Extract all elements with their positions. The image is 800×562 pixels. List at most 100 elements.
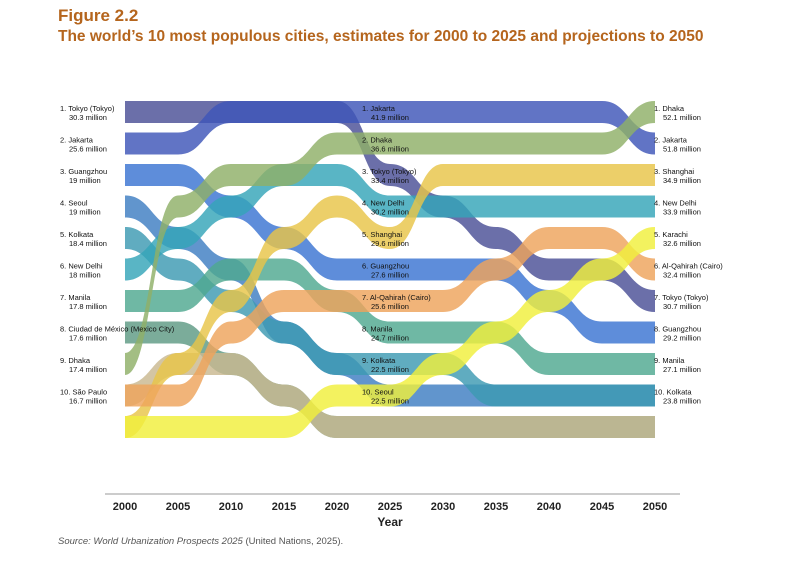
chart-title: The world’s 10 most populous cities, est… (58, 28, 704, 45)
city-rank-label: 8. Guangzhou (654, 325, 701, 334)
x-tick-label: 2015 (272, 501, 296, 513)
label-2025-label: 3. Tokyo (Tokyo)33.4 million (362, 167, 417, 185)
population-value-label: 30.2 million (371, 208, 409, 217)
x-tick-label: 2010 (219, 501, 243, 513)
population-value-label: 17.8 million (69, 302, 107, 311)
city-rank-label: 10. Seoul (362, 388, 394, 397)
band-dhaka (125, 101, 655, 375)
label-2025-label: 7. Al-Qahirah (Cairo)25.6 million (362, 293, 431, 311)
city-rank-label: 6. New Delhi (60, 262, 103, 271)
city-rank-label: 4. Seoul (60, 199, 88, 208)
population-value-label: 32.4 million (663, 271, 701, 280)
city-rank-label: 6. Al-Qahirah (Cairo) (654, 262, 723, 271)
label-2050-label: 7. Tokyo (Tokyo)30.7 million (654, 293, 709, 311)
x-tick-label: 2025 (378, 501, 402, 513)
x-axis-label: Year (377, 515, 403, 529)
label-2000-label: 8. Ciudad de México (Mexico City)17.6 mi… (60, 325, 175, 343)
band-shanghai (125, 164, 655, 438)
city-rank-label: 8. Ciudad de México (Mexico City) (60, 325, 175, 334)
x-tick-label: 2030 (431, 501, 455, 513)
source-rest: (United Nations, 2025). (242, 536, 344, 547)
band-manila (125, 258, 655, 375)
x-tick-label: 2040 (537, 501, 561, 513)
city-rank-label: 2. Jakarta (60, 136, 94, 145)
population-value-label: 52.1 million (663, 113, 701, 122)
population-value-label: 25.6 million (69, 145, 107, 154)
city-rank-label: 1. Dhaka (654, 104, 685, 113)
x-tick-label: 2050 (643, 501, 667, 513)
city-rank-label: 7. Tokyo (Tokyo) (654, 293, 709, 302)
city-rank-label: 4. New Delhi (362, 199, 405, 208)
population-value-label: 29.2 million (663, 334, 701, 343)
city-rank-label: 2. Dhaka (362, 136, 393, 145)
population-value-label: 17.6 million (69, 334, 107, 343)
city-rank-label: 4. New Delhi (654, 199, 697, 208)
city-rank-label: 9. Kolkata (362, 356, 396, 365)
x-tick-label: 2005 (166, 501, 190, 513)
city-rank-label: 3. Guangzhou (60, 167, 107, 176)
population-value-label: 30.3 million (69, 113, 107, 122)
population-value-label: 19 million (69, 208, 101, 217)
source-note: Source: World Urbanization Prospects 202… (58, 536, 343, 547)
city-rank-label: 5. Karachi (654, 230, 688, 239)
city-rank-label: 10. São Paulo (60, 388, 107, 397)
x-tick-label: 2020 (325, 501, 349, 513)
population-value-label: 22.5 million (371, 365, 409, 374)
band-guangzhou (125, 164, 655, 344)
city-rank-label: 8. Manila (362, 325, 393, 334)
population-value-label: 33.9 million (663, 208, 701, 217)
population-value-label: 24.7 million (371, 334, 409, 343)
population-value-label: 34.9 million (663, 176, 701, 185)
city-rank-label: 1. Tokyo (Tokyo) (60, 104, 115, 113)
population-value-label: 17.4 million (69, 365, 107, 374)
figure-number: Figure 2.2 (58, 6, 139, 25)
population-value-label: 22.5 million (371, 397, 409, 406)
population-value-label: 19 million (69, 176, 101, 185)
band-al-qahirah-cairo (125, 227, 655, 407)
city-rank-label: 2. Jakarta (654, 136, 688, 145)
population-value-label: 25.6 million (371, 302, 409, 311)
population-value-label: 27.1 million (663, 365, 701, 374)
label-2000-label: 1. Tokyo (Tokyo)30.3 million (60, 104, 115, 122)
city-rank-label: 3. Tokyo (Tokyo) (362, 167, 417, 176)
population-value-label: 33.4 million (371, 176, 409, 185)
x-tick-label: 2035 (484, 501, 508, 513)
population-value-label: 16.7 million (69, 397, 107, 406)
x-tick-label: 2000 (113, 501, 137, 513)
population-value-label: 29.6 million (371, 239, 409, 248)
population-value-label: 41.9 million (371, 113, 409, 122)
city-rank-label: 7. Al-Qahirah (Cairo) (362, 293, 431, 302)
band-new-delhi (125, 164, 655, 281)
population-value-label: 23.8 million (663, 397, 701, 406)
band-s-o-paulo (125, 353, 655, 438)
population-value-label: 51.8 million (663, 145, 701, 154)
city-rank-label: 1. Jakarta (362, 104, 396, 113)
city-rank-label: 10. Kolkata (654, 388, 692, 397)
population-value-label: 30.7 million (663, 302, 701, 311)
population-value-label: 18 million (69, 271, 101, 280)
source-title: Source: World Urbanization Prospects 202… (58, 536, 243, 547)
